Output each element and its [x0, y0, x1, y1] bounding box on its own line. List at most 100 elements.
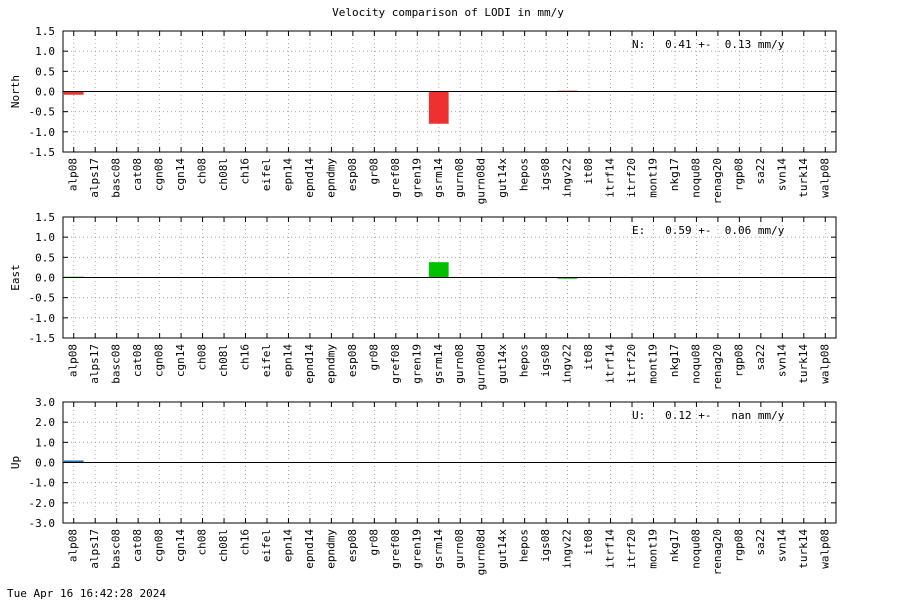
x-tick-label: hepos [518, 344, 531, 377]
x-tick-label: basc08 [110, 158, 123, 198]
x-tick-label: cgn14 [174, 529, 187, 562]
x-tick-label: ch08 [196, 344, 209, 371]
x-tick-label: turk14 [797, 344, 810, 384]
x-tick-label: noqu08 [689, 158, 702, 198]
x-tick-label: it08 [582, 344, 595, 371]
x-tick-label: hepos [518, 158, 531, 191]
x-tick-label: itrf20 [625, 529, 638, 569]
x-tick-label: gurn08 [453, 158, 466, 198]
x-tick-label: svn14 [775, 158, 788, 191]
bar [428, 91, 449, 124]
y-tick-label: -1.0 [29, 477, 56, 490]
y-tick-label: 1.5 [35, 211, 55, 224]
x-tick-label: gut14x [496, 344, 509, 384]
x-tick-label: gren19 [410, 344, 423, 384]
bar [63, 91, 84, 95]
x-tick-label: esp08 [346, 158, 359, 191]
x-tick-label: esp08 [346, 344, 359, 377]
x-tick-label: gsrm14 [432, 158, 445, 198]
x-tick-label: epnd14 [303, 529, 316, 569]
y-tick-label: -1.5 [29, 146, 56, 159]
x-tick-label: hepos [518, 529, 531, 562]
x-tick-label: sa22 [754, 158, 767, 185]
x-tick-label: renag20 [711, 344, 724, 390]
y-tick-label: -2.0 [29, 497, 56, 510]
x-tick-label: itrf14 [604, 344, 617, 384]
x-tick-label: ch08 [196, 158, 209, 185]
x-tick-label: ch16 [239, 529, 252, 556]
x-tick-label: gref08 [389, 529, 402, 569]
timestamp: Tue Apr 16 16:42:28 2024 [7, 587, 166, 600]
x-tick-label: igs08 [539, 344, 552, 377]
x-tick-label: ingv22 [561, 529, 574, 569]
x-tick-label: ch08l [217, 344, 230, 377]
x-tick-label: gurn08d [475, 158, 488, 204]
x-tick-label: cgn14 [174, 158, 187, 191]
plot-frame [62, 30, 837, 153]
y-tick-label: -1.0 [29, 126, 56, 139]
x-tick-label: gurn08d [475, 529, 488, 575]
x-tick-label: sa22 [754, 529, 767, 556]
y-axis-label: North [9, 75, 22, 108]
x-tick-label: eifel [260, 529, 273, 562]
y-tick-label: 1.0 [35, 436, 55, 449]
x-tick-label: gut14x [496, 158, 509, 198]
x-tick-label: svn14 [775, 344, 788, 377]
x-tick-label: turk14 [797, 529, 810, 569]
x-tick-label: rgp08 [732, 529, 745, 562]
y-tick-label: -0.5 [29, 106, 56, 119]
x-tick-label: nkg17 [668, 344, 681, 377]
x-tick-label: gurn08 [453, 344, 466, 384]
x-tick-label: eifel [260, 344, 273, 377]
x-tick-label: gr08 [367, 158, 380, 185]
x-tick-label: ingv22 [561, 158, 574, 198]
x-tick-label: gurn08 [453, 529, 466, 569]
x-tick-label: mont19 [646, 529, 659, 569]
x-tick-label: cat08 [131, 529, 144, 562]
annotation: N: 0.41 +- 0.13 mm/y [632, 38, 785, 51]
x-tick-label: epn14 [281, 344, 294, 377]
annotation: E: 0.59 +- 0.06 mm/y [632, 224, 785, 237]
x-tick-label: nkg17 [668, 158, 681, 191]
x-tick-label: gref08 [389, 158, 402, 198]
x-tick-label: it08 [582, 158, 595, 185]
x-tick-label: alp08 [67, 344, 80, 377]
y-tick-label: -0.5 [29, 292, 56, 305]
y-tick-label: 3.0 [35, 396, 55, 409]
x-tick-label: gren19 [410, 158, 423, 198]
figure-title: Velocity comparison of LODI in mm/y [332, 6, 564, 19]
x-tick-label: rgp08 [732, 158, 745, 191]
y-tick-label: 0.5 [35, 251, 55, 264]
y-tick-label: -1.5 [29, 332, 56, 345]
x-tick-label: alps17 [88, 344, 101, 384]
x-tick-label: epnd14 [303, 344, 316, 384]
x-tick-label: ch08l [217, 529, 230, 562]
x-tick-label: rgp08 [732, 344, 745, 377]
x-tick-label: gr08 [367, 344, 380, 371]
x-tick-label: basc08 [110, 344, 123, 384]
x-tick-label: ingv22 [561, 344, 574, 384]
x-tick-label: gr08 [367, 529, 380, 556]
x-tick-label: gsrm14 [432, 344, 445, 384]
x-tick-label: epn14 [281, 158, 294, 191]
x-tick-label: cgn08 [153, 344, 166, 377]
x-tick-label: ch08 [196, 529, 209, 556]
x-tick-label: svn14 [775, 529, 788, 562]
x-tick-label: ch08l [217, 158, 230, 191]
y-axis-label: East [9, 264, 22, 291]
x-tick-label: igs08 [539, 529, 552, 562]
x-tick-label: it08 [582, 529, 595, 556]
x-tick-label: itrf20 [625, 344, 638, 384]
plot-frame [62, 401, 837, 524]
y-tick-label: 0.0 [35, 272, 55, 285]
x-tick-label: cat08 [131, 158, 144, 191]
x-tick-label: ch16 [239, 344, 252, 371]
x-tick-label: epnd14 [303, 158, 316, 198]
x-tick-label: mont19 [646, 158, 659, 198]
x-tick-label: mont19 [646, 344, 659, 384]
x-tick-label: ch16 [239, 158, 252, 185]
x-tick-label: epndmy [324, 158, 337, 198]
x-tick-label: itrf20 [625, 158, 638, 198]
